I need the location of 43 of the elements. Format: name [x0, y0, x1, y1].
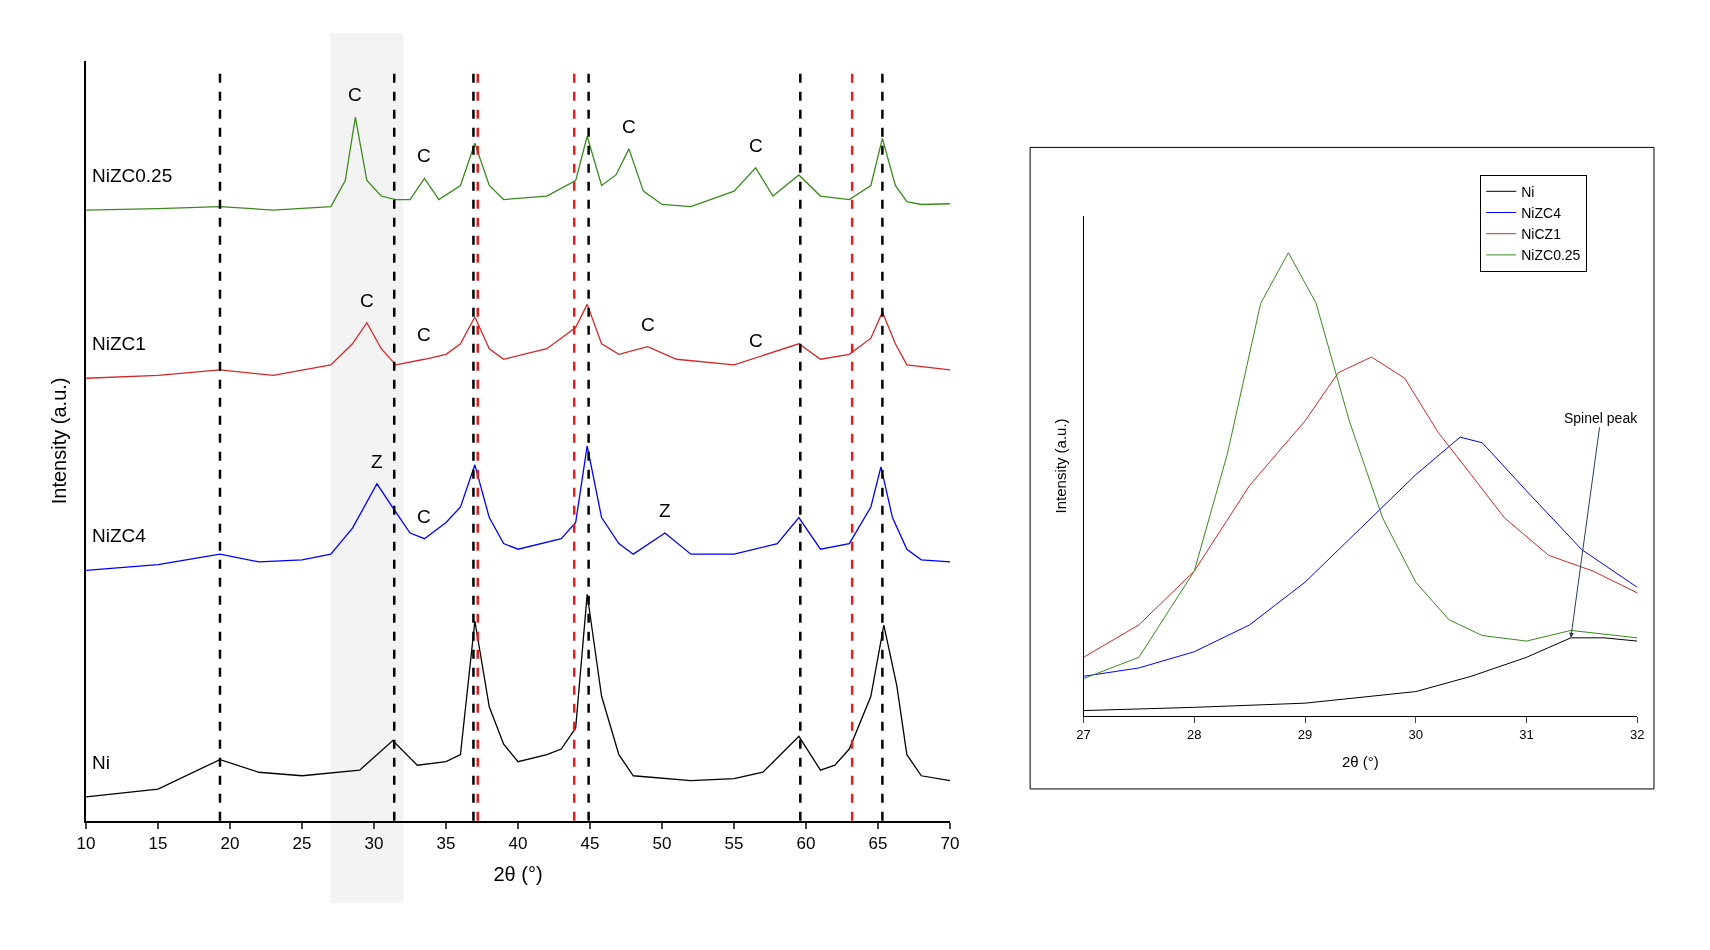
x-tick-label: 32 — [1630, 726, 1645, 742]
x-tick-label: 60 — [796, 834, 816, 854]
x-tick-label: 30 — [364, 834, 384, 854]
series-label: Ni — [92, 752, 110, 773]
series-label: NiZC1 — [92, 333, 146, 354]
x-tick-label: 55 — [724, 834, 744, 854]
annotation: C — [622, 116, 636, 137]
x-tick-label: 30 — [1408, 726, 1424, 742]
annotation: C — [360, 290, 374, 311]
y-axis-title: Intensity (a.u.) — [1051, 418, 1069, 514]
annotation: C — [641, 314, 655, 335]
x-tick-label: 35 — [436, 834, 456, 854]
annotation: C — [417, 145, 431, 166]
x-tick-label: 15 — [148, 834, 168, 854]
x-tick-label: 25 — [292, 834, 312, 854]
x-tick-label: 27 — [1076, 726, 1091, 742]
legend-label: Ni — [1521, 183, 1535, 200]
x-tick-label: 29 — [1297, 726, 1313, 742]
x-tick-label: 28 — [1187, 726, 1202, 742]
annotation: C — [417, 324, 431, 345]
annotation: Spinel peak — [1564, 410, 1639, 426]
annotation: Z — [371, 451, 383, 472]
y-axis-title: Intensity (a.u.) — [48, 377, 71, 505]
legend-label: NiZC4 — [1521, 204, 1562, 221]
x-tick-label: 45 — [580, 834, 600, 854]
x-axis-title: 2θ (°) — [493, 863, 543, 886]
annotation: C — [417, 506, 431, 527]
series-label: NiZC4 — [92, 525, 147, 546]
series-label: NiZC0.25 — [92, 165, 173, 186]
annotation: C — [749, 135, 763, 156]
annotation: C — [348, 84, 362, 105]
x-tick-label: 70 — [940, 834, 960, 854]
legend-label: NiZC0.25 — [1521, 247, 1581, 264]
x-tick-label: 65 — [868, 834, 888, 854]
annotation: C — [749, 330, 763, 351]
x-tick-label: 10 — [76, 834, 96, 854]
x-tick-label: 31 — [1519, 726, 1534, 742]
x-axis-title: 2θ (°) — [1341, 752, 1379, 770]
x-tick-label: 50 — [652, 834, 672, 854]
annotation: Z — [659, 500, 671, 521]
x-tick-label: 40 — [508, 834, 528, 854]
x-tick-label: 20 — [220, 834, 240, 854]
legend-label: NiCZ1 — [1521, 226, 1562, 243]
